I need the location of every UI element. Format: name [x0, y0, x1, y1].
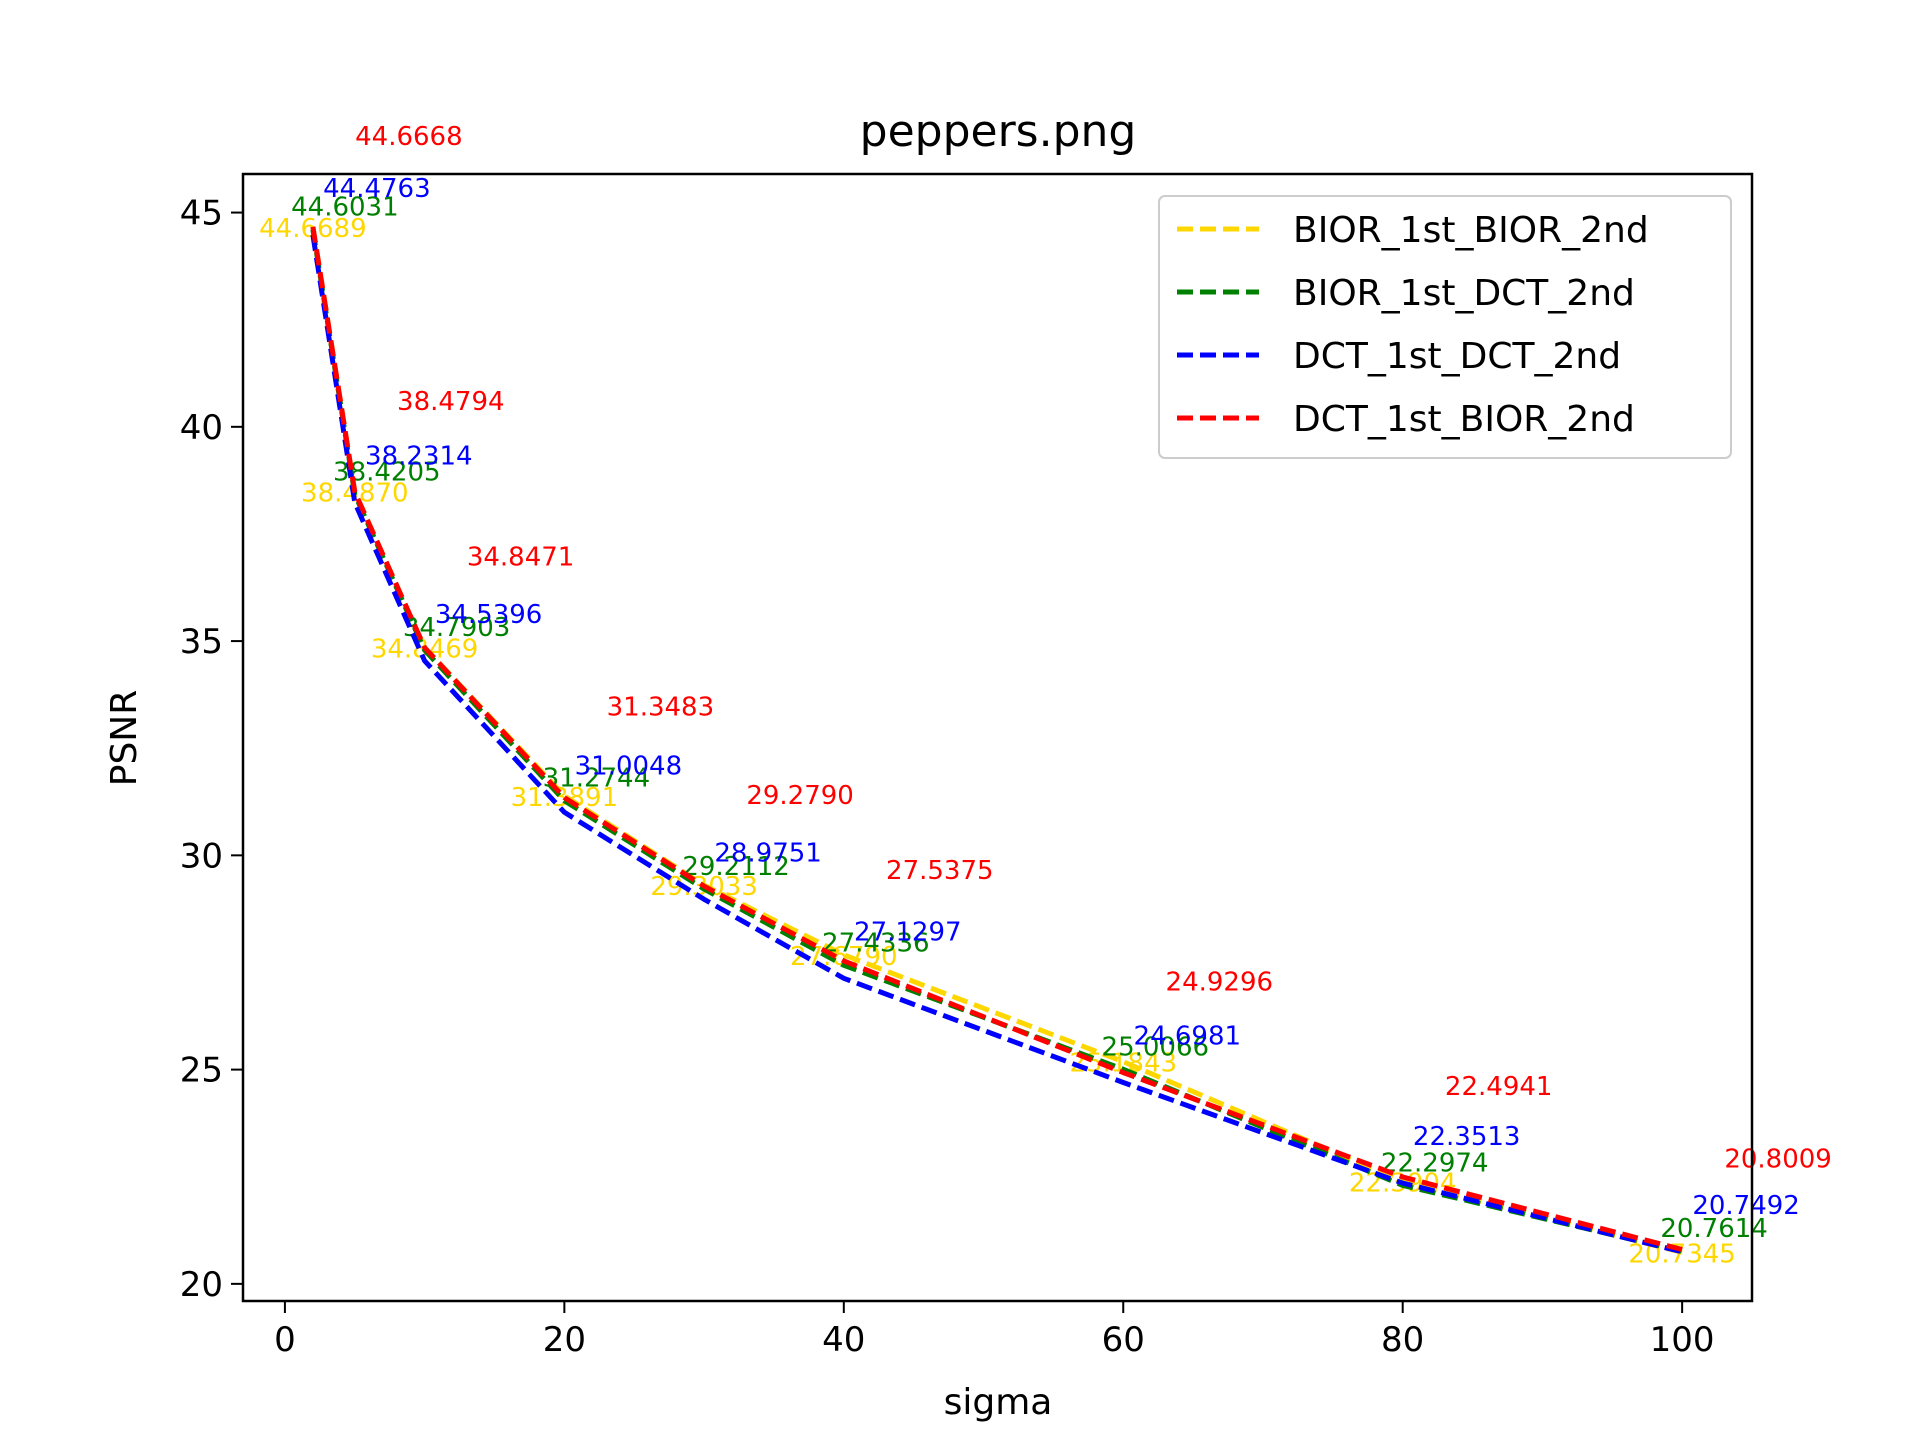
data-label-bior-1st-dct-2nd: 20.7614 — [1660, 1214, 1768, 1244]
x-tick-label: 40 — [822, 1320, 865, 1360]
data-label-dct-1st-bior-2nd: 44.6668 — [355, 122, 463, 152]
x-tick-label: 20 — [543, 1320, 586, 1360]
data-label-dct-1st-dct-2nd: 22.3513 — [1413, 1122, 1521, 1152]
x-axis: 0 20 40 60 80 100 — [274, 1301, 1715, 1360]
y-tick-label: 25 — [180, 1051, 223, 1091]
y-tick-label: 30 — [180, 836, 223, 876]
chart-title: peppers.png — [860, 106, 1137, 157]
y-tick-label: 35 — [180, 622, 223, 662]
data-label-dct-1st-dct-2nd: 27.1297 — [854, 917, 962, 947]
x-axis-label: sigma — [944, 1382, 1053, 1423]
data-label-dct-1st-dct-2nd: 44.4763 — [323, 174, 431, 204]
data-label-dct-1st-dct-2nd: 31.0048 — [575, 751, 683, 781]
legend-entry-bior-1st-bior-2nd: BIOR_1st_BIOR_2nd — [1293, 210, 1649, 251]
data-label-dct-1st-dct-2nd: 28.9751 — [714, 838, 822, 868]
legend-entry-dct-1st-bior-2nd: DCT_1st_BIOR_2nd — [1293, 399, 1635, 440]
data-label-dct-1st-dct-2nd: 20.7492 — [1692, 1191, 1800, 1221]
data-label-dct-1st-bior-2nd: 38.4794 — [397, 387, 505, 417]
x-tick-label: 0 — [274, 1320, 296, 1360]
legend-entry-dct-1st-dct-2nd: DCT_1st_DCT_2nd — [1293, 336, 1621, 377]
data-label-dct-1st-bior-2nd: 27.5375 — [886, 856, 994, 886]
x-tick-label: 60 — [1102, 1320, 1145, 1360]
y-tick-label: 45 — [180, 194, 223, 234]
x-tick-label: 80 — [1381, 1320, 1424, 1360]
data-label-dct-1st-bior-2nd: 31.3483 — [607, 693, 715, 723]
data-label-bior-1st-dct-2nd: 22.2974 — [1381, 1148, 1489, 1178]
data-label-bior-1st-dct-2nd: 27.4336 — [822, 928, 930, 958]
y-axis: 20 25 30 35 40 45 — [180, 194, 243, 1305]
data-label-bior-1st-dct-2nd: 31.2744 — [543, 764, 651, 794]
data-label-bior-1st-dct-2nd: 44.6031 — [291, 193, 399, 223]
legend-entry-bior-1st-dct-2nd: BIOR_1st_DCT_2nd — [1293, 273, 1635, 314]
data-label-dct-1st-bior-2nd: 22.4941 — [1445, 1072, 1553, 1102]
y-tick-label: 40 — [180, 408, 223, 448]
x-tick-label: 100 — [1650, 1320, 1715, 1360]
data-label-dct-1st-dct-2nd: 34.5396 — [435, 600, 543, 630]
y-tick-label: 20 — [180, 1265, 223, 1305]
data-label-dct-1st-dct-2nd: 24.6981 — [1134, 1022, 1242, 1052]
data-label-dct-1st-bior-2nd: 24.9296 — [1166, 968, 1274, 998]
data-label-bior-1st-dct-2nd: 25.0066 — [1102, 1032, 1210, 1062]
legend-box — [1158, 195, 1732, 459]
series-line-dct-1st-bior-2nd — [310, 226, 1683, 1252]
data-label-dct-1st-dct-2nd: 38.2314 — [365, 442, 473, 472]
data-label-bior-1st-dct-2nd: 29.2112 — [682, 852, 790, 882]
legend: BIOR_1st_BIOR_2nd BIOR_1st_DCT_2nd DCT_1st… — [1158, 195, 1732, 459]
plot-frame — [241, 172, 1754, 1303]
data-label-dct-1st-bior-2nd: 29.2790 — [746, 781, 854, 811]
data-label-dct-1st-bior-2nd: 20.8009 — [1724, 1145, 1832, 1175]
series-line-dct-1st-dct-2nd — [310, 234, 1683, 1255]
y-axis-label: PSNR — [104, 690, 145, 787]
plot-area: 44.668938.487034.846931.389129.303327.67… — [259, 122, 1832, 1270]
data-label-dct-1st-bior-2nd: 34.8471 — [467, 543, 575, 573]
